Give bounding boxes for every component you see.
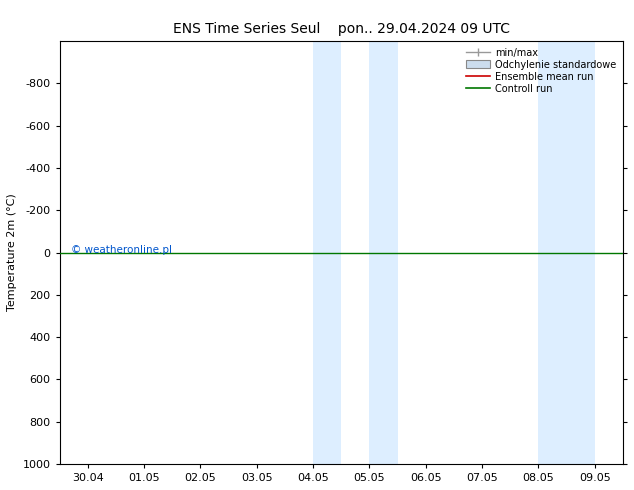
Y-axis label: Temperature 2m (°C): Temperature 2m (°C) xyxy=(7,194,17,311)
Text: © weatheronline.pl: © weatheronline.pl xyxy=(71,245,172,255)
Bar xyxy=(567,41,595,464)
Legend: min/max, Odchylenie standardowe, Ensemble mean run, Controll run: min/max, Odchylenie standardowe, Ensembl… xyxy=(463,46,618,96)
Title: ENS Time Series Seul    pon.. 29.04.2024 09 UTC: ENS Time Series Seul pon.. 29.04.2024 09… xyxy=(172,22,510,36)
Bar xyxy=(313,41,341,464)
Bar xyxy=(370,41,398,464)
Bar xyxy=(538,41,567,464)
